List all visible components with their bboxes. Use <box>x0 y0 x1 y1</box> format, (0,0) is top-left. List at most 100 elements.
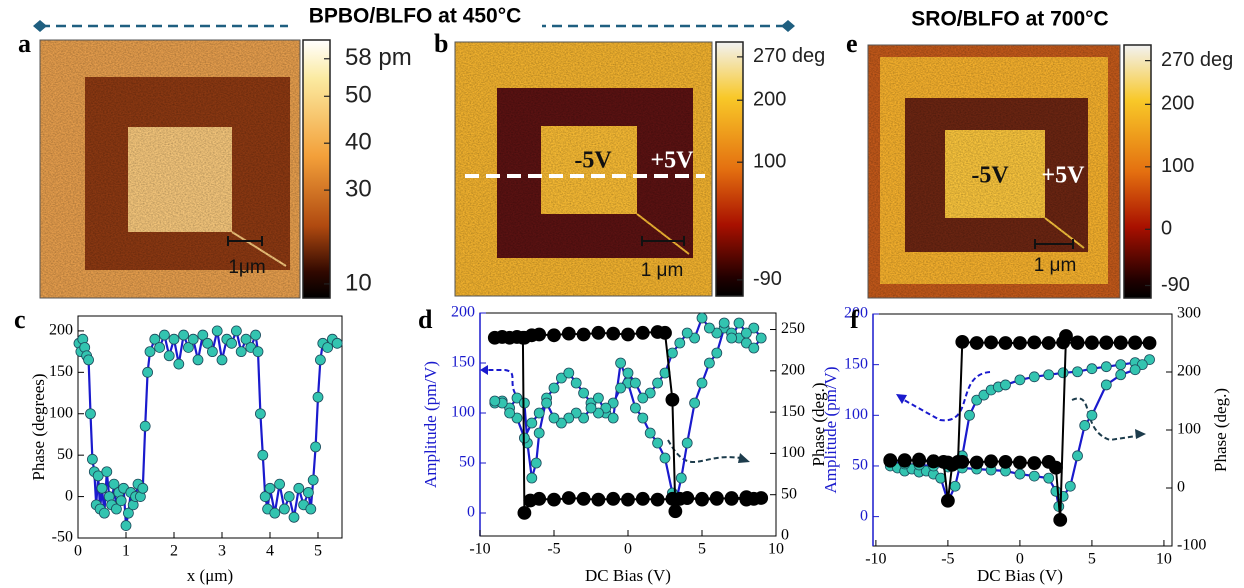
data-point <box>652 377 663 389</box>
data-point <box>578 387 589 399</box>
data-point <box>288 511 300 523</box>
data-point <box>158 329 170 341</box>
colorbar-tick-label: 100 <box>753 150 786 172</box>
data-point <box>511 392 523 404</box>
data-point <box>120 520 132 531</box>
y2-axis-label: Phase (deg.) <box>809 382 828 466</box>
colorbar-tick-label: 30 <box>345 175 372 202</box>
pfm-map <box>39 39 301 299</box>
data-point <box>83 354 94 366</box>
panel-label: f <box>850 305 859 334</box>
scale-bar-caps <box>641 236 685 246</box>
data-point <box>533 407 545 419</box>
data-point <box>593 392 604 404</box>
x-axis-label: DC Bias (V) <box>585 566 671 585</box>
data-point <box>1028 371 1040 383</box>
data-point <box>576 491 591 506</box>
bias-annotation: -5V <box>574 148 612 174</box>
panel-label: e <box>846 29 858 58</box>
data-point <box>504 407 516 419</box>
data-point <box>92 470 104 482</box>
data-point <box>576 327 591 342</box>
y2-tick-label: 100 <box>1177 421 1201 438</box>
right-title: SRO/BLFO at 700°C <box>911 8 1108 31</box>
data-point <box>724 491 739 505</box>
data-point <box>101 466 113 478</box>
data-point <box>897 453 912 468</box>
data-point <box>658 325 672 340</box>
dashed-arrow <box>667 439 741 463</box>
data-point <box>547 492 561 507</box>
data-point <box>556 417 567 429</box>
x-tick-label: 10 <box>768 541 784 558</box>
data-point <box>302 487 314 498</box>
data-point <box>163 350 175 362</box>
data-point <box>675 472 687 484</box>
data-point <box>998 454 1013 469</box>
data-point <box>883 453 898 468</box>
data-point <box>144 346 156 358</box>
data-point <box>591 492 606 507</box>
y2-tick-label: 250 <box>781 320 805 337</box>
data-point <box>1072 366 1083 378</box>
data-point <box>314 354 326 366</box>
data-point <box>1129 364 1141 376</box>
arrow-head <box>896 394 907 404</box>
data-point <box>561 326 576 341</box>
data-point <box>615 382 626 394</box>
bias-annotation: +5V <box>650 148 694 174</box>
data-point <box>689 332 700 344</box>
data-point <box>1142 336 1157 350</box>
data-point <box>622 367 634 379</box>
data-point <box>607 397 619 409</box>
data-point <box>526 472 538 484</box>
data-point <box>630 402 641 414</box>
bias-annotation: +5V <box>1041 163 1085 189</box>
x-tick-label: 5 <box>314 543 322 560</box>
data-point <box>206 346 218 358</box>
data-point <box>1115 369 1127 381</box>
scale-bar-caps <box>1034 239 1074 249</box>
data-point <box>591 325 606 340</box>
colorbar-tick-label: -90 <box>1161 274 1190 296</box>
data-point <box>173 358 185 370</box>
y2-tick-label: 200 <box>1177 363 1201 380</box>
data-point <box>526 417 538 429</box>
data-point <box>711 347 723 359</box>
data-point <box>926 454 941 469</box>
x-tick-label: 3 <box>218 543 226 560</box>
y2-axis-label: Phase (deg.) <box>1211 388 1230 472</box>
y2-tick-label: 200 <box>781 361 805 378</box>
data-point <box>674 337 686 349</box>
y-tick-label: 150 <box>49 363 73 380</box>
colorbar-tick-label: 270 deg <box>753 45 825 67</box>
data-point <box>1027 456 1042 470</box>
data-point <box>748 322 760 334</box>
data-point <box>621 492 635 507</box>
pfm-map <box>454 41 713 297</box>
data-point <box>696 377 708 389</box>
dashed-arrow <box>484 369 521 401</box>
map-frame <box>867 44 1121 299</box>
data-point <box>240 333 252 345</box>
x-axis-label: DC Bias (V) <box>977 566 1063 585</box>
map-frame <box>454 41 713 297</box>
data-point <box>563 412 575 424</box>
data-point <box>578 412 589 424</box>
data-point <box>1000 379 1011 391</box>
x-tick-label: 5 <box>1088 551 1096 568</box>
y2-tick-label: 300 <box>1177 305 1201 322</box>
data-point <box>168 333 180 345</box>
data-point <box>532 327 547 342</box>
data-point <box>274 478 286 490</box>
data-point <box>668 504 683 519</box>
y-axis-label: Amplitude (pm/V) <box>821 366 840 493</box>
data-point <box>178 329 190 341</box>
colorbar-tick-label: -90 <box>753 268 782 290</box>
data-point <box>111 503 122 515</box>
y-tick-label: 100 <box>844 406 868 423</box>
y2-tick-label: 150 <box>781 403 805 420</box>
scale-bar-caps <box>227 236 263 246</box>
x-axis-label: x (μm) <box>187 566 233 585</box>
colorbar <box>715 41 744 297</box>
